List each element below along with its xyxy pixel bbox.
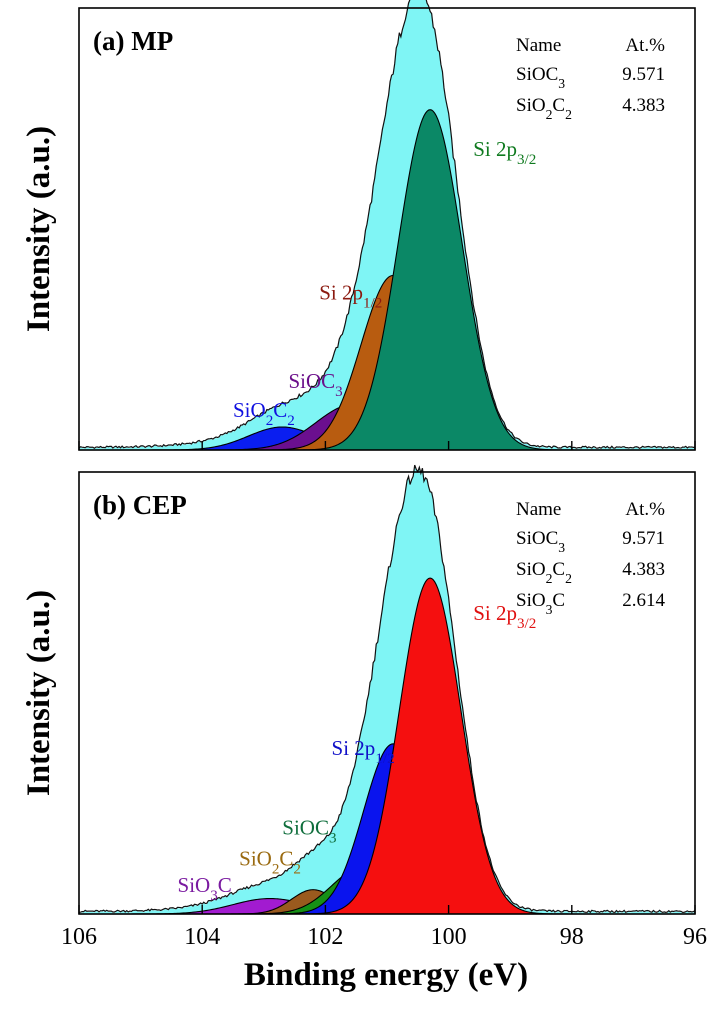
table-row-value: 9.571: [622, 64, 665, 85]
peak-label-sioc3: SiOC3: [282, 815, 336, 846]
envelope-area: [79, 465, 695, 914]
y-axis-label: Intensity (a.u.): [21, 590, 57, 796]
x-axis-label: Binding energy (eV): [244, 957, 528, 993]
table-row-value: 4.383: [622, 559, 665, 580]
table-row-value: 2.614: [622, 590, 665, 611]
table-header-at: At.%: [625, 499, 665, 520]
panel-title: (b) CEP: [93, 490, 187, 520]
table-row-name: SiO3C: [516, 590, 565, 617]
peak-label-sio2c2: SiO2C2: [239, 846, 301, 877]
plot-frame: [78, 7, 696, 451]
y-axis-label: Intensity (a.u.): [21, 126, 57, 332]
raw-data-line: [78, 0, 696, 450]
table-header-at: At.%: [625, 35, 665, 56]
peak-label-si-2p3-2: Si 2p3/2: [473, 601, 536, 632]
table-row-name: SiO2C2: [516, 95, 572, 122]
panel-a: (a) MP Intensity (a.u.) Name At.% SiOC3 9.571…: [21, 0, 696, 451]
x-tick-label: 100: [431, 924, 467, 950]
table-header-name: Name: [516, 499, 561, 520]
peak-label-sio3c: SiO3C: [178, 873, 232, 904]
peak-label-sio2c2: SiO2C2: [233, 398, 295, 429]
x-tick-label: 104: [184, 924, 220, 950]
peak-label-si-2p3-2: Si 2p3/2: [473, 137, 536, 168]
peak-label-si-2p1-2: Si 2p1/2: [319, 281, 382, 312]
panel-title: (a) MP: [93, 26, 173, 56]
table-row-name: SiO2C2: [516, 559, 572, 586]
envelope-area: [79, 0, 695, 450]
panel-b: (b) CEP Intensity (a.u.) Name At.% SiOC3 9.57…: [21, 464, 696, 915]
table-row-name: SiOC3: [516, 64, 565, 91]
x-tick-label: 98: [560, 924, 584, 950]
x-axis-tick-labels: 106 104 102 100 98 96: [61, 924, 707, 950]
plot-frame: [78, 471, 696, 915]
x-tick-label: 96: [683, 924, 707, 950]
peak-label-si-2p1-2: Si 2p1/2: [332, 736, 395, 767]
table-header-name: Name: [516, 35, 561, 56]
raw-data-line: [78, 464, 696, 914]
table-row-value: 4.383: [622, 95, 665, 116]
table-row-value: 9.571: [622, 528, 665, 549]
x-tick-label: 106: [61, 924, 97, 950]
x-tick-label: 102: [307, 924, 343, 950]
peak-label-sioc3: SiOC3: [288, 369, 342, 400]
table-row-name: SiOC3: [516, 528, 565, 555]
